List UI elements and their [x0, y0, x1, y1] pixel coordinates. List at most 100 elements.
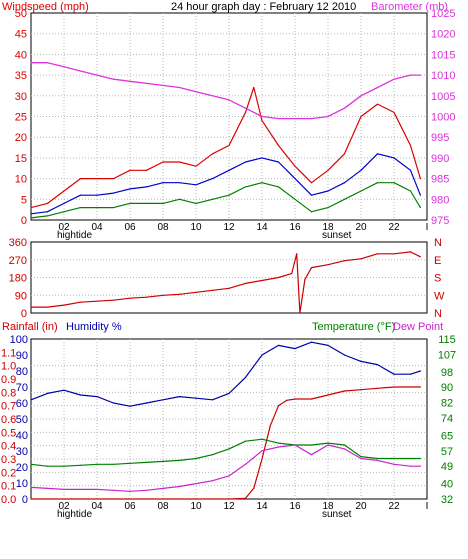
rain-axis-ytick-7: 0.7	[1, 401, 16, 413]
sunset-marker-bottom: sunset	[322, 509, 352, 520]
climate-series-humidity-point-17	[310, 341, 313, 343]
wind-left-ytick-0: 0	[21, 215, 27, 227]
climate-series-humidity-point-22	[393, 373, 395, 375]
climate-series-rain-point-5	[269, 425, 271, 427]
chart-layers: 0510152025303540455097598098599099510001…	[1, 8, 456, 512]
hum-axis-ytick-3: 30	[16, 446, 28, 458]
wind-series-gust-point-24	[409, 144, 412, 147]
wind-series-avgwind-point-24	[419, 194, 421, 196]
wind-series-lowwind-point-9	[178, 198, 181, 200]
climate-series-humidity-point-6	[129, 405, 131, 407]
climate-xtick-02: 02	[58, 501, 70, 512]
dir-series-direction-point-11	[211, 289, 214, 291]
climate-series-dewpoint-point-4	[96, 488, 98, 490]
wind-series-lowwind-point-22	[393, 182, 395, 184]
dir-series-direction-point-4	[96, 300, 98, 302]
rain-axis-ytick-3: 0.3	[1, 454, 16, 466]
wind-series-gust-point-22	[376, 103, 379, 105]
wind-series-avgwind-point-19	[343, 182, 346, 184]
rain-axis-ytick-11: 1.1	[1, 347, 16, 359]
climate-series-dewpoint-point-20	[360, 457, 362, 460]
climate-series-temperature-point-12	[228, 448, 230, 450]
dir-series-direction-point-26	[409, 251, 412, 253]
wind-left-ytick-7: 35	[15, 70, 27, 82]
wind-series-gust-point-6	[129, 169, 131, 171]
wind-axis-label: Windspeed (mph)	[2, 1, 89, 13]
climate-series-humidity-point-2	[63, 389, 65, 391]
climate-series-humidity-point-16	[294, 348, 296, 350]
dir-series-direction-point-20	[310, 267, 313, 269]
rain-axis-ytick-6: 0.6	[1, 414, 16, 426]
dir-series-direction-point-14	[261, 279, 263, 282]
wind-xtick-10: 10	[190, 222, 202, 233]
wind-left-ytick-9: 45	[15, 29, 27, 41]
wind-series-baro-point-3	[79, 70, 82, 72]
climate-series-temperature-point-19	[343, 444, 346, 446]
climate-series-temperature-point-17	[310, 444, 313, 446]
climate-series-temperature-point-4	[96, 463, 98, 465]
climate-series-temperature-point-23	[409, 457, 412, 460]
climate-xtick-14: 14	[256, 501, 268, 512]
wind-xtick-08: 08	[157, 222, 169, 233]
wind-series-gust-point-21	[360, 115, 362, 118]
wind-series-lowwind-point-20	[360, 190, 362, 192]
hum-axis-ytick-1: 10	[16, 478, 28, 490]
wind-series-baro-point-14	[261, 115, 263, 118]
climate-series-rain	[31, 386, 421, 500]
climate-series-humidity-point-11	[211, 399, 214, 401]
temp-axis-ytick-6: 82	[441, 398, 453, 410]
climate-series-temperature	[30, 438, 421, 467]
wind-series-lowwind-point-0	[30, 217, 32, 219]
wind-left-ytick-3: 15	[15, 153, 27, 165]
climate-xtick-16: 16	[289, 501, 301, 512]
wind-series-lowwind-point-24	[419, 206, 421, 209]
climate-series-dewpoint-point-3	[79, 488, 82, 490]
wind-series-gust-point-10	[195, 165, 197, 167]
dir-series-direction-point-19	[304, 278, 306, 281]
climate-xtick-I: I	[426, 501, 429, 512]
rain-axis-ytick-10: 1.0	[1, 361, 16, 373]
wind-series-baro-point-6	[129, 80, 131, 82]
rain-axis-ytick-5: 0.5	[1, 427, 16, 439]
dir-right-tick-0: N	[434, 308, 442, 320]
baro-axis-label: Barometer (mb)	[371, 1, 448, 13]
hum-axis-ytick-4: 40	[16, 430, 28, 442]
wind-series-gust-point-23	[393, 111, 395, 113]
wind-right-ytick-10: 1025	[431, 8, 455, 20]
wind-series-baro-point-13	[244, 107, 247, 109]
wind-series-avgwind-point-4	[96, 194, 98, 196]
rain-axis-ytick-9: 0.9	[1, 374, 16, 386]
temp-axis-ytick-3: 57	[441, 446, 453, 458]
wind-right-ytick-9: 1020	[431, 29, 455, 41]
climate-series-temperature-point-21	[376, 457, 379, 460]
dir-series-direction-point-24	[376, 253, 379, 255]
wind-series-gust-point-2	[63, 190, 65, 192]
wind-series-baro-point-12	[228, 99, 230, 101]
wind-right-ytick-2: 985	[431, 174, 449, 186]
temp-axis-ytick-8: 98	[441, 367, 453, 379]
wind-series-baro-point-18	[327, 115, 329, 118]
wind-series-gust-point-5	[112, 178, 115, 180]
wind-series-baro-point-20	[360, 95, 362, 97]
climate-series-dewpoint-point-19	[343, 448, 346, 450]
rain-axis-ytick-0: 0.0	[1, 494, 16, 506]
temp-axis-ytick-0: 32	[441, 494, 453, 506]
wind-series-baro-point-22	[393, 78, 395, 80]
climate-series-dewpoint-point-13	[244, 463, 247, 465]
hum-axis-ytick-6: 60	[16, 398, 28, 410]
wind-series-gust	[30, 86, 421, 209]
climate-series-dewpoint-point-15	[277, 446, 280, 448]
wind-right-ytick-8: 1015	[431, 49, 455, 61]
wind-series-baro-point-9	[178, 86, 181, 89]
climate-series-rain-point-10	[327, 394, 329, 396]
wind-series-baro-point-17	[310, 117, 313, 120]
dir-series-direction-point-10	[195, 291, 197, 293]
dir-series-direction-point-8	[162, 294, 164, 296]
climate-series-humidity-point-21	[376, 364, 379, 366]
wind-series-avgwind-point-17	[310, 194, 313, 196]
climate-xtick-12: 12	[223, 501, 235, 512]
climate-xtick-18: 18	[322, 501, 334, 512]
hum-axis-ytick-7: 70	[16, 382, 28, 394]
climate-series-rain-point-8	[294, 398, 296, 400]
